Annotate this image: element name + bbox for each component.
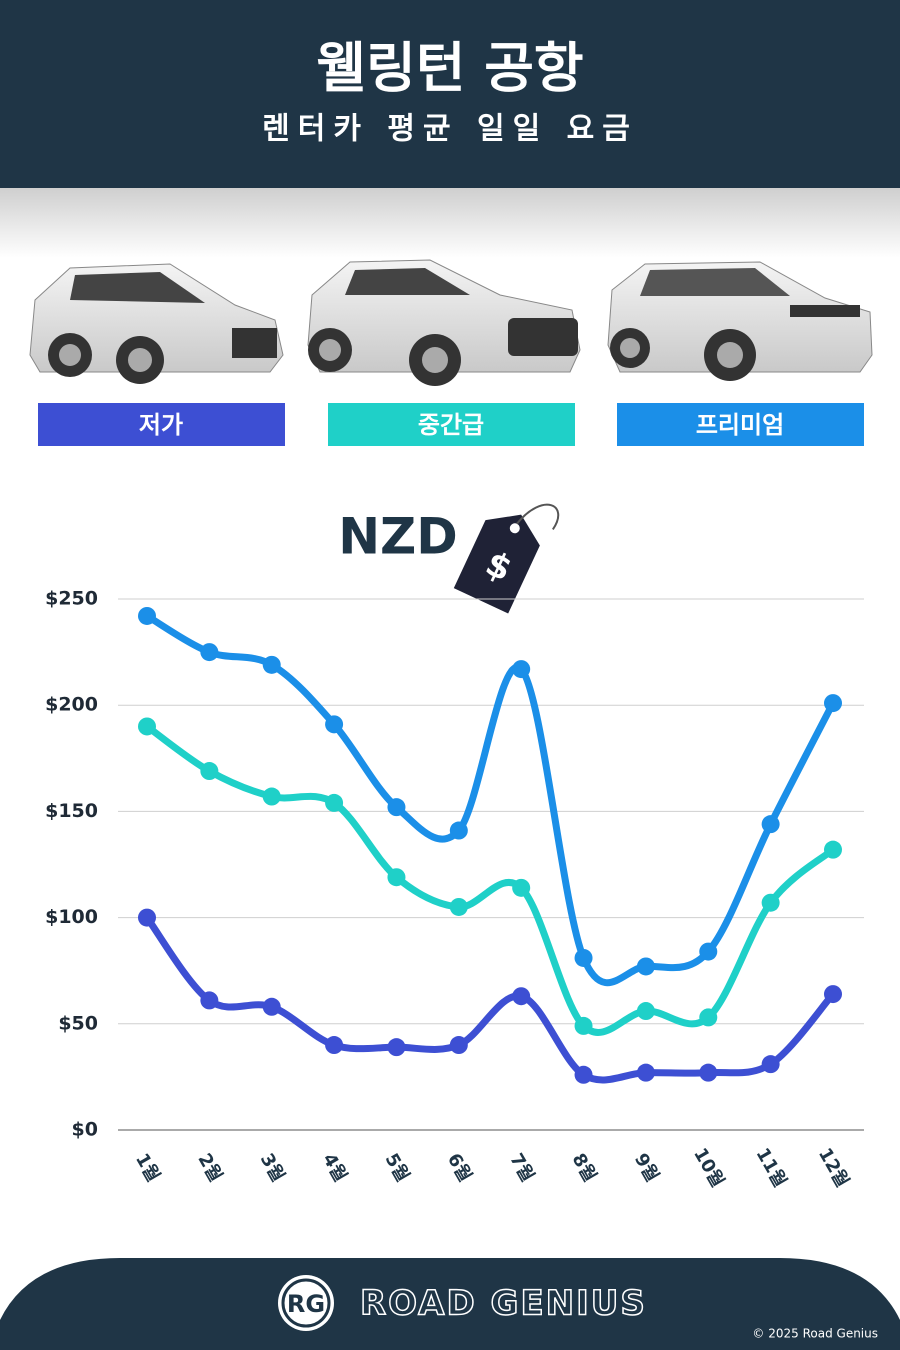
unit-label: NZD	[338, 508, 458, 566]
x-tick-label: 6월	[443, 1150, 476, 1186]
data-point	[387, 798, 406, 817]
brand: ROAD GENIUS	[360, 1284, 647, 1324]
y-tick-label: $200	[45, 694, 98, 716]
data-point	[325, 715, 344, 734]
x-tick-label: 4월	[318, 1150, 351, 1186]
price-tag	[453, 503, 560, 614]
data-point	[200, 643, 219, 662]
x-tick-label: 10월	[689, 1144, 728, 1191]
header-band	[0, 0, 900, 188]
data-point	[325, 1036, 344, 1055]
x-tick-label: 12월	[814, 1144, 853, 1191]
data-point	[574, 1065, 593, 1084]
legend-label: 중간급	[418, 411, 484, 439]
data-point	[824, 840, 842, 859]
footer-band	[0, 1258, 900, 1350]
data-point	[636, 1002, 655, 1021]
subtitle: 렌터카 평균 일일 요금	[262, 112, 638, 147]
data-point	[325, 793, 344, 812]
data-point	[512, 987, 531, 1006]
x-tick-label: 8월	[568, 1150, 601, 1186]
data-point	[824, 985, 842, 1004]
data-point	[200, 762, 219, 781]
data-point	[512, 660, 531, 679]
data-point	[824, 694, 842, 713]
data-point	[699, 1063, 718, 1082]
car-premium	[607, 261, 873, 381]
series-line	[143, 722, 837, 1036]
data-point	[761, 893, 780, 912]
y-tick-label: $150	[45, 800, 98, 822]
series-line	[143, 612, 837, 987]
data-point	[449, 897, 468, 916]
data-point	[699, 942, 718, 961]
legend-badge	[617, 403, 864, 446]
data-point	[387, 1038, 406, 1057]
y-tick-label: $250	[45, 588, 98, 610]
legend-label: 프리미엄	[696, 411, 784, 439]
legend-label: 저가	[139, 411, 183, 439]
x-tick-label: 1월	[131, 1150, 164, 1186]
logo-initials: RG	[287, 1290, 325, 1318]
data-point	[636, 1063, 655, 1082]
header-shadow	[0, 188, 900, 258]
series-line	[143, 914, 837, 1084]
y-tick-label: $50	[58, 1012, 98, 1034]
data-point	[449, 1036, 468, 1055]
data-point	[574, 1016, 593, 1035]
data-point	[636, 957, 655, 976]
x-tick-label: 5월	[381, 1150, 414, 1186]
x-tick-label: 7월	[505, 1150, 538, 1186]
data-point	[138, 908, 156, 927]
data-point	[262, 997, 281, 1016]
x-tick-label: 9월	[630, 1150, 663, 1186]
data-point	[699, 1008, 718, 1027]
data-point	[761, 1055, 780, 1074]
data-point	[387, 868, 406, 887]
title: 웰링턴 공항	[316, 37, 583, 100]
data-point	[512, 878, 531, 897]
copyright: © 2025 Road Genius	[752, 1327, 878, 1341]
x-tick-label: 11월	[752, 1144, 791, 1191]
data-point	[138, 606, 156, 625]
data-point	[449, 821, 468, 840]
x-tick-label: 2월	[193, 1150, 226, 1186]
data-point	[138, 717, 156, 736]
y-tick-label: $100	[45, 906, 98, 928]
y-tick-label: $0	[72, 1119, 98, 1141]
legend-badge	[38, 403, 285, 446]
legend-badge	[328, 403, 575, 446]
logo-circle	[278, 1275, 334, 1331]
data-point	[262, 655, 281, 674]
logo-ring	[281, 1278, 331, 1328]
data-point	[262, 787, 281, 806]
data-point	[200, 991, 219, 1010]
data-point	[574, 948, 593, 967]
car-economy	[29, 263, 284, 384]
x-tick-label: 3월	[256, 1150, 289, 1186]
car-midsize	[307, 259, 581, 386]
data-point	[761, 815, 780, 834]
